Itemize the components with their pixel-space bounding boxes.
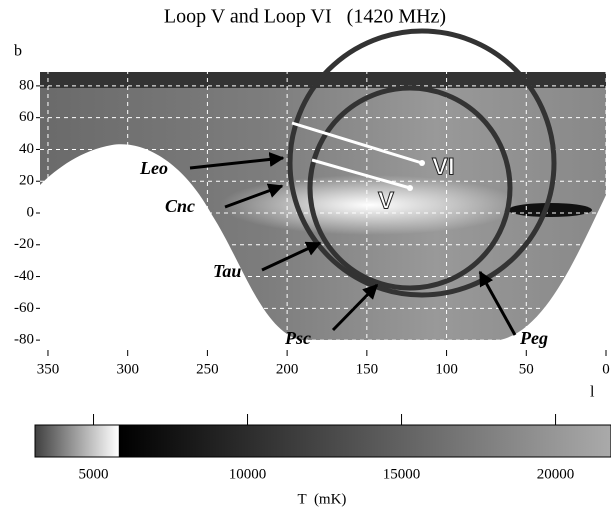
dark-region: [508, 203, 592, 217]
y-tick-label: 80: [19, 77, 34, 93]
colorbar-tick-label: 5000: [79, 466, 109, 482]
sky-map: [40, 72, 606, 340]
annotation: Leo: [139, 158, 168, 178]
y-tick-label: -60: [14, 300, 34, 316]
x-tick-label: 350: [37, 361, 60, 377]
center-vi: [419, 160, 425, 166]
y-axis-label: b: [14, 43, 22, 60]
y-tick-label: -20: [14, 236, 34, 252]
galactic-plane: [220, 175, 520, 235]
chart: Loop V and Loop VI (1420 MHz) b l 350 300…: [0, 0, 611, 515]
annotation: VI: [432, 153, 455, 180]
x-tick-label: 0: [602, 361, 610, 377]
colorbar-label: T (mK): [298, 491, 347, 507]
y-tick-label: 0: [27, 204, 35, 220]
y-tick-label: -40: [14, 268, 34, 284]
x-tick-label: 100: [435, 361, 458, 377]
x-tick-label: 150: [356, 361, 379, 377]
annotation: V: [378, 187, 394, 214]
x-axis-label: l: [590, 384, 595, 401]
colorbar-tick-label: 20000: [537, 466, 575, 482]
annotation: Peg: [519, 328, 548, 348]
colorbar-tick-label: 10000: [229, 466, 267, 482]
y-tick-label: 40: [19, 141, 34, 157]
chart-title: Loop V and Loop VI (1420 MHz): [164, 6, 446, 28]
y-tick-label: 60: [19, 109, 34, 125]
annotation: Tau: [213, 261, 241, 281]
x-tick-label: 250: [196, 361, 219, 377]
y-tick-label: 20: [19, 173, 34, 189]
colorbar-tick-label: 15000: [383, 466, 421, 482]
colorbar: [35, 425, 611, 457]
center-v: [407, 185, 413, 191]
x-tick-label: 50: [519, 361, 534, 377]
x-tick-label: 300: [116, 361, 139, 377]
x-tick-label: 200: [276, 361, 299, 377]
annotation: Psc: [284, 328, 311, 348]
annotation: Cnc: [165, 196, 195, 216]
y-tick-label: -80: [14, 332, 34, 348]
